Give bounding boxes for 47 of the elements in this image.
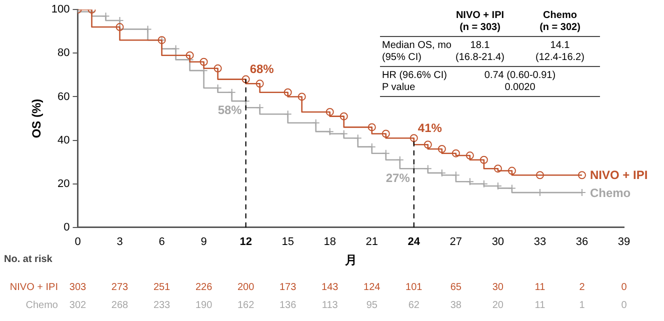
annotation: Median OS, mo: [382, 40, 452, 52]
annotation: HR (96.6% CI): [382, 70, 448, 82]
x-tick-label: 6: [158, 236, 165, 248]
text: Chemo: [26, 300, 58, 311]
data-label: 41%: [418, 121, 442, 136]
annotation: 0.0020: [504, 82, 536, 94]
x-axis-title: 月: [344, 253, 357, 268]
annotation: (16.8-21.4): [454, 52, 506, 64]
text: NIVO + IPI: [10, 282, 58, 293]
annotation: (n = 302): [538, 22, 582, 34]
x-tick-label: 9: [200, 236, 207, 248]
x-tick-label: 3: [116, 236, 123, 248]
annotation: 14.1: [549, 40, 571, 52]
y-tick-label: 80: [58, 47, 70, 60]
x-tick-label: 39: [618, 236, 630, 248]
x-tick-label: 30: [492, 236, 504, 248]
annotation: (n = 303): [458, 22, 502, 34]
x-tick-label: 33: [534, 236, 546, 248]
x-tick-label: 15: [282, 236, 294, 248]
text: NIVO + IPI: [456, 10, 504, 21]
annotation: P value: [382, 82, 416, 94]
annotation: 18.1: [470, 40, 490, 51]
x-tick-label: 18: [324, 236, 336, 248]
annotation: (95% CI): [382, 52, 422, 64]
y-tick-label: 0: [64, 221, 70, 234]
y-tick-label: 40: [58, 134, 70, 146]
x-tick-label: 27: [450, 236, 462, 248]
x-tick-label: 24: [408, 236, 421, 248]
y-tick-label: 60: [58, 90, 70, 103]
x-tick-label: 21: [366, 236, 378, 248]
series-label: Chemo: [590, 186, 631, 200]
x-tick-label: 0: [74, 236, 81, 248]
annotation: (12.4-16.2): [534, 52, 586, 64]
y-tick-label: 20: [58, 178, 70, 190]
data-label: 68%: [250, 62, 274, 76]
text: Chemo: [543, 10, 577, 21]
y-axis-title: OS (%): [30, 98, 44, 138]
text: 302 268 233 190 162 136 113 95 62 38 20 11 1 0: [69, 300, 627, 311]
x-tick-label: 12: [240, 236, 252, 248]
annotation: 0.74 (0.60-0.91): [484, 70, 556, 81]
text: 303 273 251 226 200 173 143 124 101 65 30 11 2 0: [69, 282, 627, 293]
x-tick-label: 36: [576, 236, 588, 248]
data-label: 27%: [386, 170, 410, 185]
text: No. at risk: [4, 254, 54, 266]
y-tick-label: 100: [51, 4, 70, 16]
series-label: NIVO + IPI: [590, 168, 648, 182]
data-label: 58%: [218, 103, 242, 118]
